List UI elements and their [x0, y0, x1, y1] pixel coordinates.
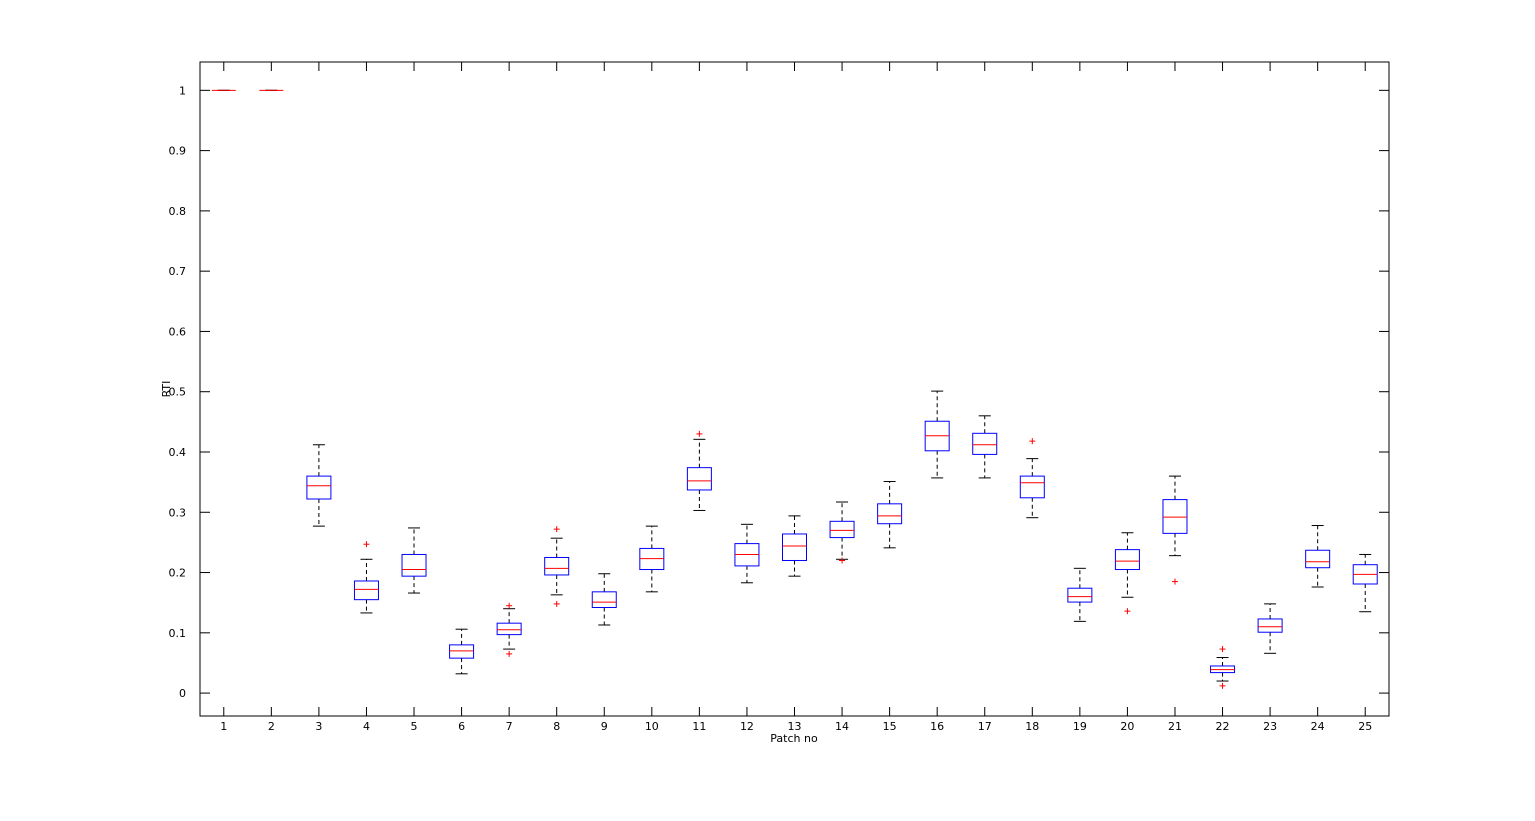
iqr-box [544, 556, 570, 576]
iqr-box [877, 503, 903, 525]
box-21 [1162, 475, 1188, 585]
y-tick-label: 0.7 [169, 265, 187, 278]
y-tick-label: 1 [179, 84, 186, 97]
outlier-point [696, 430, 703, 437]
y-tick-label: 0.2 [169, 567, 187, 580]
x-tick-label: 11 [692, 720, 706, 733]
box-24 [1305, 525, 1331, 588]
iqr-box [782, 533, 807, 561]
x-tick-label: 2 [268, 720, 275, 733]
outlier-point [553, 600, 560, 607]
iqr-box [496, 622, 522, 636]
y-tick-label: 0.8 [169, 205, 187, 218]
box-12 [734, 523, 760, 584]
box-23 [1257, 603, 1283, 654]
x-tick-label: 10 [645, 720, 659, 733]
y-tick-label: 0.5 [169, 386, 187, 399]
iqr-box [1019, 475, 1045, 499]
box-13 [782, 515, 807, 577]
outlier-point [363, 541, 370, 548]
plot-area [199, 61, 1390, 717]
box-10 [639, 525, 665, 593]
x-tick-label: 15 [883, 720, 897, 733]
box-5 [401, 527, 427, 594]
outlier-point [1124, 608, 1131, 615]
x-tick-label: 4 [363, 720, 370, 733]
box-series [211, 89, 1378, 689]
x-tick-label: 21 [1168, 720, 1182, 733]
y-tick-label: 0.1 [169, 627, 187, 640]
box-14 [829, 501, 855, 564]
box-7 [496, 602, 522, 657]
y-tick-label: 0.9 [169, 145, 187, 158]
y-tick-label: 0.4 [169, 446, 187, 459]
y-tick-label: 0 [179, 687, 186, 700]
iqr-box [401, 553, 427, 577]
box-3 [306, 444, 332, 527]
box-6 [449, 628, 475, 675]
y-tick-label: 0.6 [169, 325, 187, 338]
outlier-point [1219, 682, 1226, 689]
x-tick-label: 8 [553, 720, 560, 733]
y-axis-label: RTI [160, 381, 173, 398]
y-axis: 0 0.1 0.2 0.3 0.4 0.5 0.6 0.7 0.8 0.9 1 [169, 84, 1389, 700]
x-tick-label: 13 [788, 720, 802, 733]
x-axis-label: Patch no [770, 732, 818, 745]
iqr-box [1114, 549, 1140, 571]
box-19 [1067, 567, 1093, 622]
box-18 [1019, 438, 1045, 519]
x-tick-label: 9 [601, 720, 608, 733]
x-tick-label: 18 [1025, 720, 1039, 733]
iqr-box [829, 520, 855, 539]
outlier-point [839, 557, 846, 564]
x-tick-label: 7 [506, 720, 513, 733]
outlier-point [506, 602, 513, 609]
iqr-box [972, 432, 998, 455]
x-tick-label: 22 [1216, 720, 1230, 733]
x-axis: 1 2 3 4 5 6 7 8 9 10 11 12 13 14 15 16 17 18 19 20 21 22 23 24 2… [220, 62, 1372, 733]
x-tick-label: 3 [315, 720, 322, 733]
iqr-box [1067, 587, 1093, 603]
iqr-box [591, 591, 617, 609]
box-15 [877, 481, 903, 549]
iqr-box [306, 475, 332, 500]
x-tick-label: 19 [1073, 720, 1087, 733]
iqr-box [1305, 549, 1331, 569]
x-tick-label: 6 [458, 720, 465, 733]
iqr-box [449, 644, 475, 659]
outlier-point [1029, 438, 1036, 445]
outlier-point [1171, 578, 1178, 585]
outlier-point [1219, 646, 1226, 653]
x-tick-label: 14 [835, 720, 849, 733]
box-25 [1352, 553, 1378, 613]
iqr-box [353, 580, 379, 601]
x-tick-label: 12 [740, 720, 754, 733]
iqr-box [1162, 499, 1188, 534]
x-tick-label: 17 [978, 720, 992, 733]
x-tick-label: 1 [220, 720, 227, 733]
box-11 [686, 430, 712, 511]
outlier-point [506, 650, 513, 657]
x-tick-label: 16 [930, 720, 944, 733]
x-tick-label: 5 [411, 720, 418, 733]
box-4 [353, 541, 379, 614]
x-tick-label: 20 [1120, 720, 1134, 733]
y-tick-label: 0.3 [169, 506, 187, 519]
box-20 [1114, 532, 1140, 615]
box-9 [591, 573, 617, 626]
outlier-point [553, 526, 560, 533]
x-tick-label: 24 [1311, 720, 1325, 733]
iqr-box [1257, 618, 1283, 633]
box-22 [1210, 646, 1236, 689]
box-17 [972, 415, 998, 479]
iqr-box [686, 467, 712, 491]
x-tick-label: 25 [1358, 720, 1372, 733]
box-16 [924, 390, 950, 479]
box-8 [544, 526, 570, 607]
x-tick-label: 23 [1263, 720, 1277, 733]
